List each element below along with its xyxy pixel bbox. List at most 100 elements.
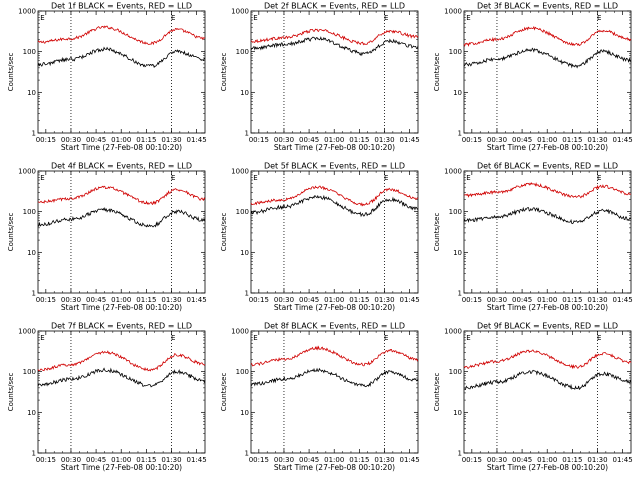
x-tick-label: 01:15 <box>349 296 369 304</box>
event-marker-label: E <box>253 14 257 22</box>
series-events-line <box>37 46 206 69</box>
panel-title: Det 3f BLACK = Events, RED = LLD <box>477 2 618 11</box>
y-tick-label: 1 <box>458 290 462 298</box>
x-tick-label: 00:30 <box>61 296 81 304</box>
event-marker-label: E <box>384 334 388 342</box>
x-axis-label: Start Time (27-Feb-08 00:10:20) <box>274 143 395 152</box>
series-lld-line <box>250 28 419 46</box>
event-marker-label: E <box>466 14 470 22</box>
detector-panel-7: Det 7f BLACK = Events, RED = LLD 1 10 100 10… <box>7 322 207 473</box>
x-tick-label: 01:00 <box>324 296 344 304</box>
x-tick-label: 00:45 <box>86 456 106 464</box>
x-tick-label: 01:00 <box>324 136 344 144</box>
y-axis-label: Counts/sec <box>433 213 441 252</box>
event-marker-label: E <box>466 174 470 182</box>
x-tick-label: 01:15 <box>136 456 156 464</box>
series-events-line <box>463 206 632 225</box>
x-axis-label: Start Time (27-Feb-08 00:10:20) <box>487 463 608 472</box>
series-lld-line <box>463 349 632 370</box>
x-tick-label: 01:15 <box>136 136 156 144</box>
x-tick-label: 01:00 <box>111 136 131 144</box>
series-lld-line <box>37 350 206 372</box>
series-lld-line <box>250 345 419 367</box>
x-tick-label: 01:00 <box>537 296 557 304</box>
y-tick-label: 100 <box>236 208 249 216</box>
panel-title: Det 2f BLACK = Events, RED = LLD <box>264 2 405 11</box>
x-tick-label: 00:15 <box>36 296 56 304</box>
series-events-line <box>250 367 419 388</box>
x-tick-label: 01:45 <box>187 456 207 464</box>
event-marker-label: E <box>384 174 388 182</box>
x-tick-label: 01:15 <box>349 456 369 464</box>
y-tick-label: 1 <box>458 450 462 458</box>
y-tick-label: 10 <box>240 89 249 97</box>
panel-title: Det 9f BLACK = Events, RED = LLD <box>477 322 618 331</box>
series-lld-line <box>37 25 206 46</box>
x-tick-label: 01:45 <box>613 136 633 144</box>
y-tick-label: 1 <box>245 130 249 138</box>
y-axis-label: Counts/sec <box>433 53 441 92</box>
x-tick-label: 00:15 <box>462 456 482 464</box>
y-tick-label: 100 <box>23 368 36 376</box>
x-tick-label: 00:15 <box>462 296 482 304</box>
x-tick-label: 00:30 <box>61 136 81 144</box>
x-axis-label: Start Time (27-Feb-08 00:10:20) <box>274 463 395 472</box>
x-tick-label: 01:30 <box>374 136 394 144</box>
x-axis-label: Start Time (27-Feb-08 00:10:20) <box>487 303 608 312</box>
x-tick-label: 01:30 <box>587 136 607 144</box>
y-axis-label: Counts/sec <box>7 53 15 92</box>
event-marker-label: E <box>466 334 470 342</box>
detector-panel-9: Det 9f BLACK = Events, RED = LLD 1 10 100 10… <box>433 322 633 473</box>
series-lld-line <box>463 182 632 199</box>
x-tick-label: 01:45 <box>613 456 633 464</box>
event-marker-label: E <box>384 14 388 22</box>
x-tick-label: 01:45 <box>187 136 207 144</box>
series-events-line <box>37 207 206 228</box>
y-tick-label: 1000 <box>231 8 249 16</box>
x-tick-label: 00:45 <box>86 296 106 304</box>
x-tick-label: 00:45 <box>299 296 319 304</box>
y-tick-label: 100 <box>23 208 36 216</box>
event-marker-label: E <box>171 14 175 22</box>
y-tick-label: 10 <box>27 409 36 417</box>
x-tick-label: 01:45 <box>400 456 420 464</box>
series-events-line <box>463 369 632 391</box>
detector-panel-6: Det 6f BLACK = Events, RED = LLD 1 10 100 10… <box>433 162 633 313</box>
y-tick-label: 1000 <box>444 328 462 336</box>
y-tick-label: 1000 <box>18 8 36 16</box>
x-axis-label: Start Time (27-Feb-08 00:10:20) <box>487 143 608 152</box>
y-axis-label: Counts/sec <box>7 373 15 412</box>
y-tick-label: 1 <box>458 130 462 138</box>
plot-frame <box>37 170 206 294</box>
x-tick-label: 00:45 <box>512 456 532 464</box>
event-marker-label: E <box>597 14 601 22</box>
x-tick-label: 01:45 <box>187 296 207 304</box>
x-tick-label: 00:15 <box>249 456 269 464</box>
x-tick-label: 01:45 <box>400 136 420 144</box>
y-axis-label: Counts/sec <box>220 213 228 252</box>
x-axis-label: Start Time (27-Feb-08 00:10:20) <box>274 303 395 312</box>
x-tick-label: 00:30 <box>274 456 294 464</box>
x-tick-label: 00:30 <box>487 296 507 304</box>
x-tick-label: 00:15 <box>36 136 56 144</box>
detector-panel-2: Det 2f BLACK = Events, RED = LLD 1 10 100 10… <box>220 2 420 153</box>
panel-title: Det 8f BLACK = Events, RED = LLD <box>264 322 405 331</box>
y-tick-label: 1 <box>32 130 36 138</box>
detector-panel-5: Det 5f BLACK = Events, RED = LLD 1 10 100 10… <box>220 162 420 313</box>
x-tick-label: 00:30 <box>274 296 294 304</box>
detector-panel-8: Det 8f BLACK = Events, RED = LLD 1 10 100 10… <box>220 322 420 473</box>
series-lld-line <box>250 185 419 207</box>
x-tick-label: 00:30 <box>487 456 507 464</box>
x-tick-label: 01:30 <box>161 456 181 464</box>
detector-panel-4: Det 4f BLACK = Events, RED = LLD 1 10 100 10… <box>7 162 207 313</box>
x-tick-label: 01:30 <box>587 296 607 304</box>
y-tick-label: 10 <box>453 409 462 417</box>
x-tick-label: 01:00 <box>324 456 344 464</box>
y-tick-label: 1 <box>245 290 249 298</box>
x-tick-label: 00:45 <box>299 456 319 464</box>
y-tick-label: 100 <box>236 48 249 56</box>
series-lld-line <box>463 25 632 47</box>
event-marker-label: E <box>253 174 257 182</box>
panel-title: Det 5f BLACK = Events, RED = LLD <box>264 162 405 171</box>
plot-frame <box>463 330 632 454</box>
